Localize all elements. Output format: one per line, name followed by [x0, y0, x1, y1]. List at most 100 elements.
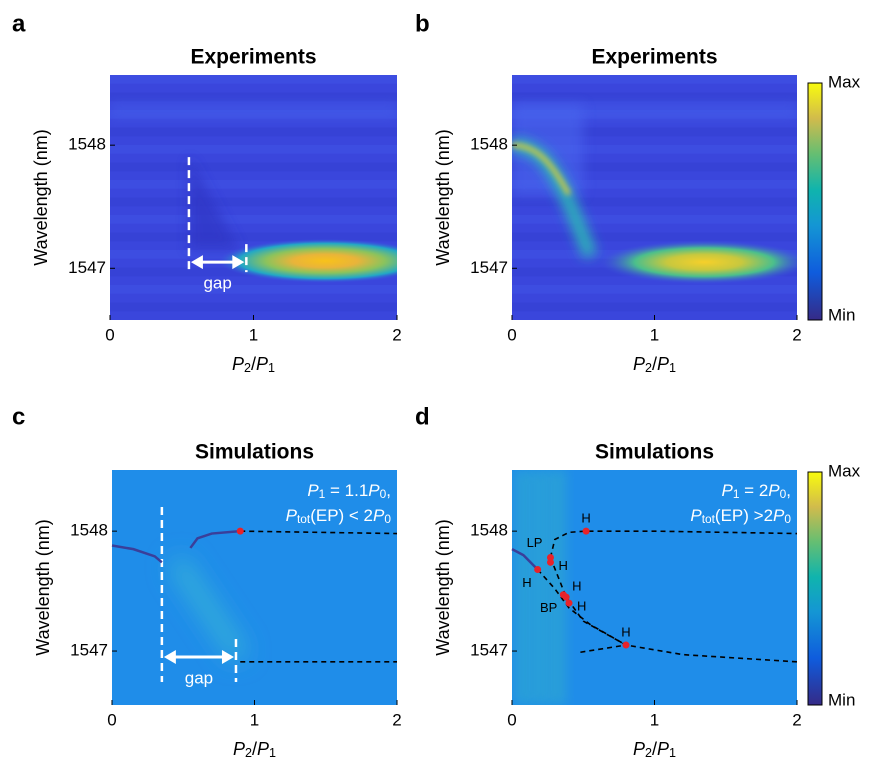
x-axis-label: P2/P1	[233, 739, 276, 760]
colorbar-max: Max	[828, 72, 861, 91]
point	[546, 554, 554, 562]
text-part: P	[768, 481, 780, 500]
point-label: H	[577, 599, 586, 614]
y-tick-label: 1548	[68, 135, 106, 154]
point	[562, 593, 570, 601]
x-tick-label: 0	[507, 325, 516, 344]
heat-peak	[217, 238, 397, 283]
point	[534, 566, 542, 574]
note: Ptot(EP) < 2P0	[286, 506, 392, 526]
curve	[240, 530, 398, 535]
x-tick-label: 1	[249, 325, 258, 344]
text-part: 0	[780, 487, 787, 501]
text-part: P	[690, 506, 702, 525]
heat-peak	[597, 240, 797, 285]
curve	[111, 544, 163, 564]
text-part: 2	[645, 746, 652, 760]
point-label: H	[572, 579, 581, 594]
panel-title: Experiments	[591, 46, 717, 69]
text-part: 2	[244, 361, 251, 375]
text-part: P	[373, 506, 385, 525]
x-tick-label: 1	[650, 325, 659, 344]
heat-stripe	[512, 145, 797, 154]
point	[582, 527, 590, 535]
colorbar	[807, 82, 823, 321]
text-part: P	[256, 354, 268, 374]
curve	[189, 529, 241, 549]
text-part: P	[257, 739, 269, 759]
heat-stripe	[512, 162, 797, 172]
text-part: P	[773, 506, 785, 525]
text-part: P	[633, 354, 645, 374]
note: P1 = 2P0,	[721, 481, 791, 501]
panel-label: b	[415, 10, 430, 37]
heat-stripe	[110, 127, 397, 137]
text-part: P	[286, 506, 298, 525]
text-part: 1	[669, 746, 676, 760]
x-tick-label: 0	[507, 710, 516, 729]
point	[565, 599, 573, 607]
heat-stripe	[110, 92, 397, 102]
heat-stripe	[512, 215, 797, 224]
colorbar-min: Min	[828, 690, 855, 709]
heat-stripe	[110, 302, 397, 312]
point-label: LP	[527, 535, 543, 550]
heat-stripe	[110, 75, 397, 84]
heat-bg	[112, 470, 397, 705]
text-part: P	[721, 481, 733, 500]
text-part: P	[233, 739, 245, 759]
text-part: = 2	[739, 481, 768, 500]
heat-stripe	[515, 470, 532, 705]
y-tick-label: 1548	[70, 521, 108, 540]
y-axis-label: Wavelength (nm)	[33, 519, 53, 655]
heat-stripe	[110, 215, 397, 224]
panel-label: a	[12, 10, 26, 37]
colorbar-max: Max	[828, 461, 861, 480]
text-part: /	[652, 354, 657, 374]
heatmap	[512, 470, 797, 705]
heat-stripe	[110, 232, 397, 242]
gap-arrowhead	[190, 255, 245, 270]
x-tick-label: 0	[107, 710, 116, 729]
text-part: P	[633, 739, 645, 759]
text-part: /	[652, 739, 657, 759]
curve	[537, 568, 627, 646]
y-tick-label: 1547	[68, 258, 106, 277]
x-tick-label: 2	[392, 325, 401, 344]
text-part: ,	[786, 481, 791, 500]
text-part: (EP) >2	[715, 506, 773, 525]
text-part: P	[368, 481, 380, 500]
heat-diag	[168, 556, 248, 663]
text-part: 2	[645, 361, 652, 375]
heat-stripe	[512, 232, 797, 242]
heat-stripe	[549, 470, 566, 705]
colorbar	[807, 471, 823, 706]
text-part: 1	[268, 361, 275, 375]
curve	[511, 548, 539, 571]
heat-stripe	[110, 180, 397, 189]
heatmap	[110, 75, 397, 320]
x-axis-label: P2/P1	[232, 354, 275, 375]
heat-stripe	[512, 180, 797, 189]
text-part: tot	[702, 512, 716, 526]
text-part: 2	[245, 746, 252, 760]
text-part: 1	[669, 361, 676, 375]
text-part: P	[232, 354, 244, 374]
text-part: /	[252, 739, 257, 759]
x-tick-label: 2	[792, 710, 801, 729]
text-part: P	[657, 354, 669, 374]
point	[622, 641, 630, 649]
y-axis-label: Wavelength (nm)	[433, 519, 453, 655]
point-label: H	[558, 558, 567, 573]
y-tick-label: 1547	[470, 258, 508, 277]
heat-stripe	[110, 197, 397, 207]
heat-stripe	[512, 92, 797, 102]
y-axis-label: Wavelength (nm)	[433, 129, 453, 265]
note: Ptot(EP) >2P0	[690, 506, 791, 526]
point-label: H	[621, 624, 630, 639]
